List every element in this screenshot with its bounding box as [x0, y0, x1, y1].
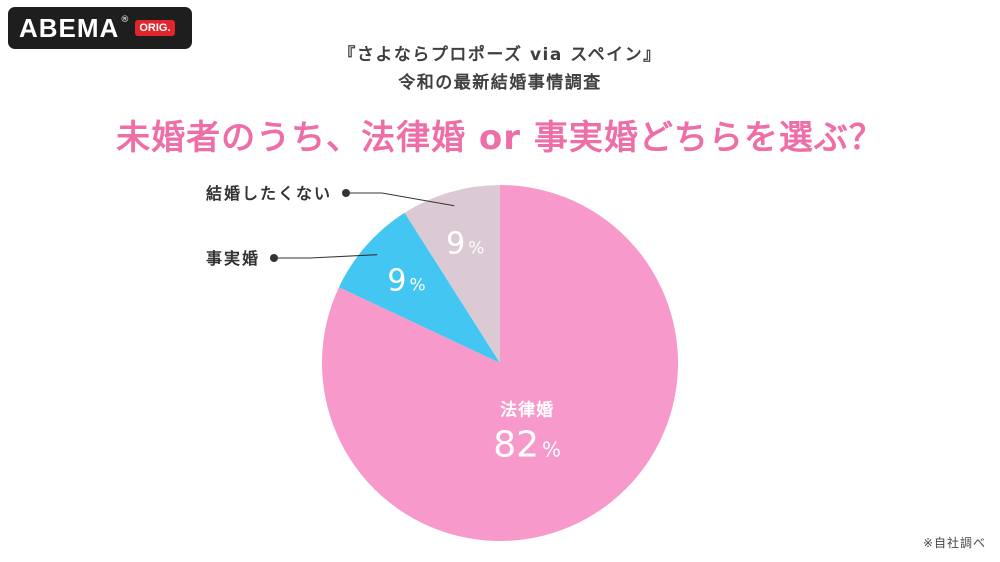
footnote: ※自社調べ: [922, 536, 986, 550]
pie-slice-2: [338, 212, 500, 363]
leader-line-2: [274, 254, 378, 259]
program-subtitle: 『さよならプロポーズ via スペイン』: [338, 45, 662, 65]
slice-label-2: 事実婚: [206, 249, 260, 268]
leader-dot-2: [270, 254, 278, 262]
chart-title: 未婚者のうち、法律婚 or 事実婚どちらを選ぶ？: [116, 118, 884, 158]
slice-label-1: 法律婚: [500, 400, 554, 421]
slice-value-1: 82%: [493, 425, 561, 466]
survey-subtitle: 令和の最新結婚事情調査: [398, 73, 602, 93]
leader-line-3: [346, 192, 455, 207]
leader-dot-3: [342, 189, 350, 197]
registered-mark: ®: [120, 15, 130, 25]
slice-value-2: 9%: [387, 264, 425, 299]
slice-value-3: 9%: [446, 226, 484, 261]
abema-logo: ABEMA ® ORIG.: [8, 7, 192, 49]
orig-badge: ORIG.: [135, 20, 175, 36]
logo-wordmark: ABEMA: [19, 12, 120, 43]
pie-slice-3: [404, 185, 500, 363]
slice-label-3: 結婚したくない: [206, 184, 332, 203]
